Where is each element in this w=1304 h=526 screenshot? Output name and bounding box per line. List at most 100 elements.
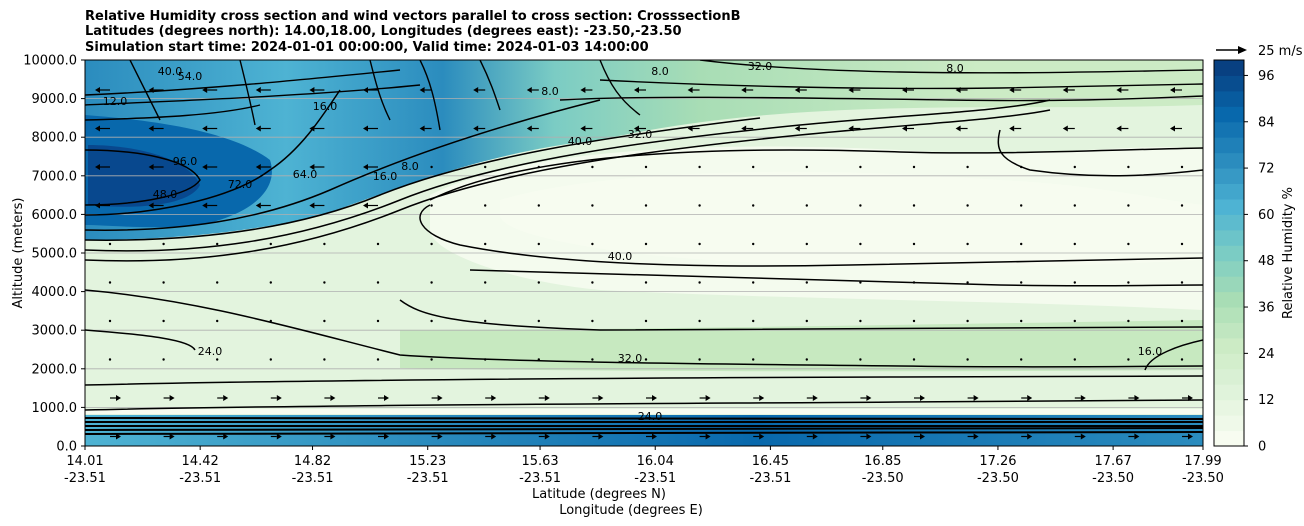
wind-vector (1127, 319, 1130, 323)
contour-label: 64.0 (293, 168, 318, 181)
wind-vector (805, 204, 808, 207)
wind-vector (202, 87, 218, 93)
wind-vector (591, 204, 594, 207)
contour-line (85, 89, 341, 216)
wind-vector (698, 242, 701, 246)
wind-vector (591, 242, 594, 246)
surface-white-line (85, 409, 1203, 414)
wind-vector (967, 433, 979, 440)
wind-vector (537, 319, 540, 323)
wind-vector (805, 281, 808, 284)
title-line-2: Latitudes (degrees north): 14.00,18.00, … (85, 24, 682, 39)
colorbar (1214, 60, 1244, 447)
wind-vector (376, 242, 380, 246)
colorbar-tick-label: 84 (1258, 115, 1275, 130)
wind-vector (162, 358, 165, 361)
wind-vector (419, 125, 432, 132)
wind-vector (1180, 281, 1184, 284)
wind-vector (309, 125, 325, 132)
wind-vector (698, 358, 701, 361)
wind-vector (1180, 204, 1184, 207)
wind-vector (419, 87, 432, 93)
contour-line (419, 204, 1203, 267)
wind-vector (1127, 358, 1130, 361)
contour-label: 32.0 (628, 128, 653, 141)
x-tick-lat: 17.67 (1095, 454, 1132, 469)
wind-vector (270, 433, 282, 440)
wind-vector (1127, 242, 1130, 246)
y-tick-label: 4000.0 (32, 285, 78, 300)
wind-vector (859, 358, 862, 361)
wind-vector (202, 164, 218, 170)
wind-vector (473, 87, 486, 93)
wind-vector (966, 358, 969, 361)
wind-vector (1074, 433, 1086, 440)
quiver-key-label: 25 m/s (1258, 44, 1303, 59)
y-tick-label: 10000.0 (23, 54, 77, 69)
colorbar-level (1214, 168, 1244, 185)
wind-vector (644, 242, 648, 246)
wind-vector (537, 165, 540, 169)
wind-vector (1020, 242, 1023, 246)
x-tick-lat: 16.04 (637, 454, 674, 469)
wind-vector (1009, 87, 1022, 93)
wind-vector (912, 281, 916, 284)
contour-label: 48.0 (153, 188, 178, 201)
wind-vector (848, 125, 861, 132)
wind-vector (1170, 125, 1182, 132)
wind-vector (162, 242, 165, 246)
wind-vector (430, 358, 433, 361)
title-line-3: Simulation start time: 2024-01-01 00:00:… (85, 40, 649, 55)
contour-line (1144, 339, 1203, 371)
wind-vector (484, 204, 487, 207)
wind-vector (1127, 281, 1130, 284)
wind-vector (634, 125, 646, 132)
wind-vector (484, 281, 487, 284)
colorbar-level (1214, 399, 1244, 416)
wind-vector (216, 358, 219, 361)
contour-label: 8.0 (401, 160, 419, 173)
contour-label: 40.0 (608, 250, 633, 263)
dry-core (500, 171, 1203, 267)
wind-vector (752, 358, 755, 361)
x-tick-lon: -23.50 (1092, 471, 1134, 486)
x-tick-lat: 16.45 (752, 454, 789, 469)
wind-vector (966, 242, 969, 246)
contour-label: 72.0 (228, 178, 253, 191)
wind-vector (430, 204, 433, 207)
x-axis-ticks: 14.01 -23.51 14.42 -23.51 14.82 -23.51 15.23 -2… (64, 446, 1224, 486)
wind-vector (110, 433, 121, 440)
colorbar-level (1214, 260, 1244, 277)
contour-line (85, 399, 1203, 411)
wind-vector (323, 319, 326, 323)
wind-vector (1180, 242, 1184, 246)
wind-vector (216, 319, 219, 323)
wind-vector (323, 358, 326, 361)
wind-vector (644, 204, 648, 207)
y-tick-label: 0.0 (56, 440, 77, 455)
wind-vector (526, 87, 539, 93)
y-tick-label: 6000.0 (32, 208, 78, 223)
wind-vector (805, 358, 808, 361)
wind-vector (912, 358, 916, 361)
wind-vector (698, 281, 701, 284)
x-tick-lat: 17.99 (1184, 454, 1221, 469)
wind-vector (591, 319, 594, 323)
wind-vector (162, 281, 165, 284)
colorbar-level (1214, 322, 1244, 339)
colorbar-level (1214, 337, 1244, 354)
colorbar-tick-label: 12 (1258, 393, 1275, 408)
wind-vector (1180, 358, 1184, 361)
y-axis-ticks: 0.0 1000.0 2000.0 3000.0 4000.0 5000.0 6000.0 7… (23, 54, 85, 455)
wind-vector (216, 281, 219, 284)
wind-vector (966, 281, 969, 284)
x-tick-lon: -23.51 (519, 471, 561, 486)
wind-vector (699, 395, 711, 401)
upper-moist-layer (85, 60, 1203, 240)
wind-vector (687, 125, 700, 132)
colorbar-level (1214, 183, 1244, 200)
contour-line (85, 109, 1051, 262)
colorbar-level (1214, 245, 1244, 262)
wind-vector (217, 395, 229, 401)
wind-vector (363, 87, 378, 93)
